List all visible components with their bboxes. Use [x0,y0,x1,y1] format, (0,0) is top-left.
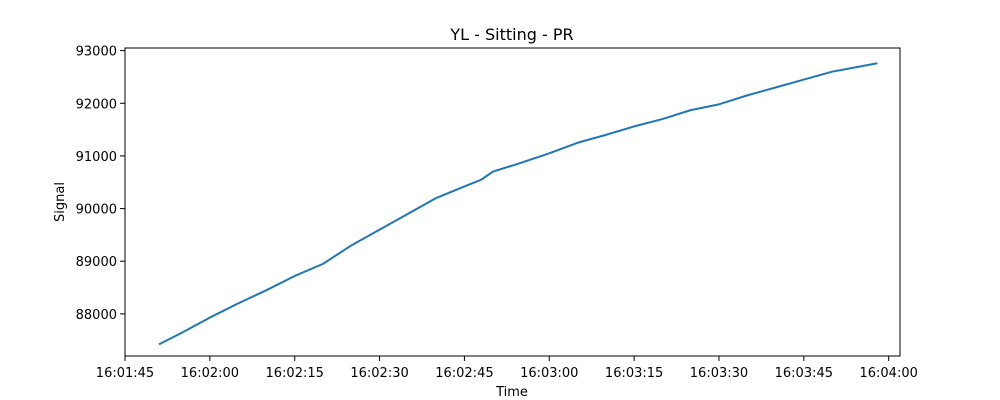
x-axis: 16:01:45 16:02:00 16:02:15 16:02:30 16:02:45… [96,356,918,381]
plot-area [124,47,901,357]
y-tick-label: 89000 [76,255,117,270]
series-line-0 [158,62,878,346]
x-tick-label: 16:01:45 [96,366,154,381]
x-tick-label: 16:02:00 [181,366,239,381]
x-tick-label: 16:03:15 [605,366,663,381]
x-tick-label: 16:02:45 [435,366,493,381]
y-tick-label: 91000 [76,150,117,165]
plot-frame [124,47,901,357]
y-tick-label: 93000 [76,45,117,60]
y-tick-label: 90000 [76,203,117,218]
chart-title: YL - Sitting - PR [449,25,573,44]
x-tick-label: 16:03:30 [690,366,748,381]
x-tick-label: 16:02:30 [350,366,408,381]
x-axis-label: Time [495,385,528,400]
y-axis-label: Signal [53,182,68,222]
y-tick-label: 88000 [76,308,117,323]
x-tick-label: 16:03:45 [775,366,833,381]
x-tick-label: 16:04:00 [859,366,917,381]
y-tick-label: 92000 [76,97,117,112]
x-tick-label: 16:03:00 [520,366,578,381]
x-tick-label: 16:02:15 [266,366,324,381]
y-axis: 88000 89000 90000 91000 92000 93000 [76,45,125,323]
